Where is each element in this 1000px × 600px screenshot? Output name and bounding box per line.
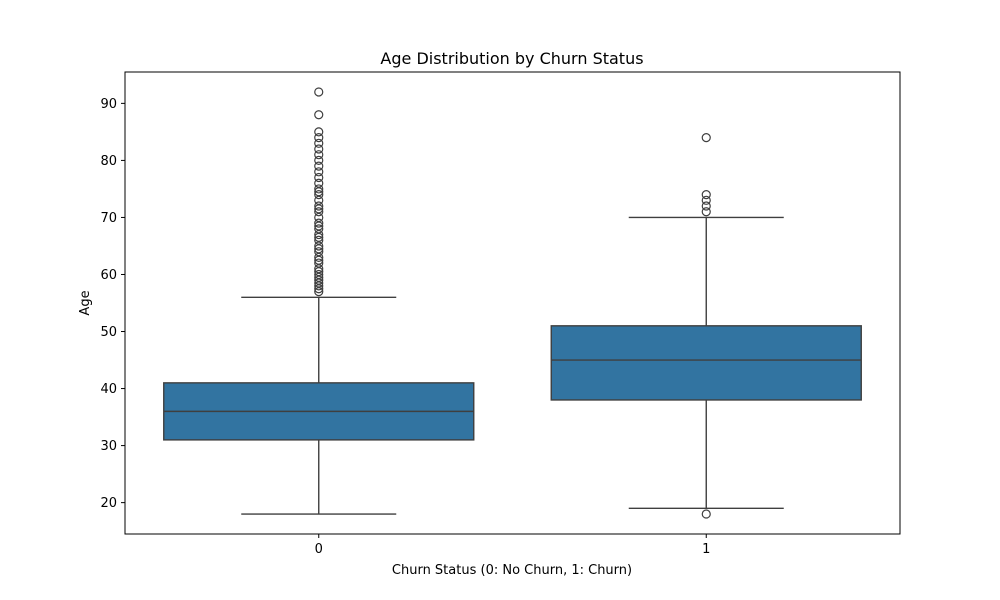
outlier-point <box>314 167 324 177</box>
y-tick-label: 70 <box>100 211 117 226</box>
box-iqr <box>550 325 862 401</box>
plot-frame <box>124 71 901 535</box>
chart-title: Age Distribution by Churn Status <box>380 49 643 68</box>
outlier-point <box>314 172 324 183</box>
y-tick-label: 40 <box>100 382 117 397</box>
outlier-point <box>701 201 711 211</box>
outlier-point <box>314 269 324 280</box>
outlier-point <box>314 258 324 268</box>
plot-area <box>163 87 862 519</box>
y-axis-title: Age <box>78 290 93 315</box>
y-tick-label: 60 <box>100 268 117 283</box>
y-axis: 20 30 40 50 60 70 80 90 <box>100 97 125 511</box>
outlier-point <box>314 150 324 160</box>
outlier-point <box>314 207 324 217</box>
outlier-point <box>701 190 711 200</box>
outlier-point <box>701 509 711 519</box>
outlier-point <box>314 224 324 234</box>
outlier-point <box>314 235 324 245</box>
y-tick-label: 30 <box>100 439 117 454</box>
x-axis-title: Churn Status (0: No Churn, 1: Churn) <box>392 563 632 578</box>
x-tick-label: 1 <box>702 542 710 557</box>
outlier-point <box>314 178 324 188</box>
x-tick-label: 0 <box>315 542 323 557</box>
outlier-point <box>314 161 324 171</box>
outlier-point <box>314 138 324 148</box>
outlier-point <box>701 195 711 205</box>
outlier-point <box>701 132 711 143</box>
outlier-point <box>314 132 324 143</box>
outlier-point <box>314 190 324 200</box>
outlier-point <box>701 207 711 217</box>
y-tick-label: 50 <box>100 325 117 340</box>
outlier-point <box>314 184 324 194</box>
y-tick-label: 20 <box>100 496 117 511</box>
outlier-point <box>314 144 324 154</box>
y-tick-label: 80 <box>100 154 117 169</box>
outlier-point <box>314 218 324 228</box>
outlier-point <box>314 247 324 257</box>
box-group-1 <box>550 132 862 519</box>
y-tick-label: 90 <box>100 97 117 112</box>
outlier-point <box>314 110 324 120</box>
outlier-point <box>314 87 324 97</box>
outlier-point <box>314 201 324 211</box>
outlier-point <box>314 127 324 137</box>
outlier-point <box>314 155 324 166</box>
box-group-0 <box>163 87 475 515</box>
